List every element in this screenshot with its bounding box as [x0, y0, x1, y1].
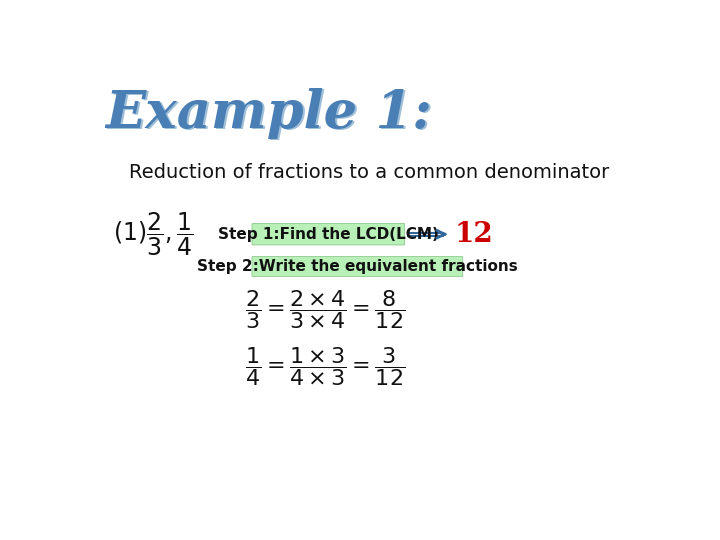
FancyBboxPatch shape	[252, 224, 405, 245]
Text: Step 1:Find the LCD(LCM): Step 1:Find the LCD(LCM)	[218, 227, 438, 242]
Text: 12: 12	[454, 221, 493, 248]
Text: Example 1:: Example 1:	[107, 90, 433, 140]
Text: $\dfrac{2}{3} = \dfrac{2\times4}{3\times4} = \dfrac{8}{12}$: $\dfrac{2}{3} = \dfrac{2\times4}{3\times…	[245, 288, 405, 331]
Text: Reduction of fractions to a common denominator: Reduction of fractions to a common denom…	[129, 163, 609, 182]
Text: $(1)\dfrac{2}{3},\dfrac{1}{4}$: $(1)\dfrac{2}{3},\dfrac{1}{4}$	[113, 211, 194, 258]
Text: $\dfrac{1}{4} = \dfrac{1\times3}{4\times3} = \dfrac{3}{12}$: $\dfrac{1}{4} = \dfrac{1\times3}{4\times…	[245, 345, 405, 388]
Text: Step 2:Write the equivalent fractions: Step 2:Write the equivalent fractions	[197, 259, 518, 274]
FancyBboxPatch shape	[252, 256, 463, 276]
Text: Example 1:: Example 1:	[106, 88, 432, 139]
